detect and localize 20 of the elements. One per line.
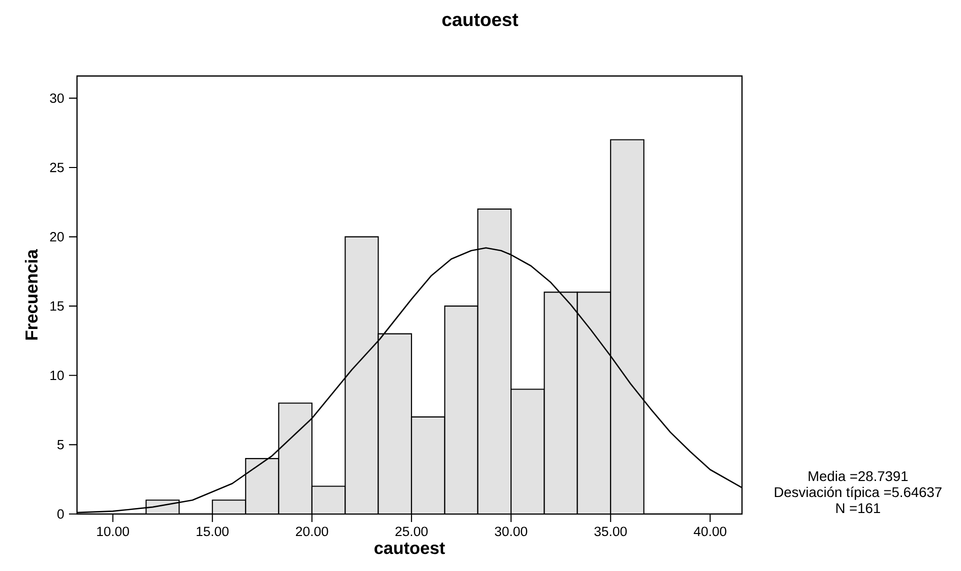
x-axis-title: cautoest — [374, 542, 445, 554]
y-tick-label: 15 — [50, 301, 64, 311]
x-tick-label: 25.00 — [395, 526, 428, 536]
x-tick-label: 20.00 — [296, 526, 328, 536]
x-tick-label: 35.00 — [594, 526, 627, 536]
y-tick-label: 5 — [57, 440, 64, 450]
x-tick-label: 10.00 — [97, 526, 130, 536]
y-tick-label: 25 — [50, 162, 64, 172]
chart-title: cautoest — [442, 14, 518, 26]
y-tick-label: 20 — [50, 232, 64, 242]
text: Media =28.7391 — [808, 470, 908, 482]
y-tick-label: 0 — [57, 509, 64, 519]
x-tick-label: 15.00 — [196, 526, 229, 536]
text: N =161 — [836, 503, 880, 514]
y-tick-label: 10 — [50, 370, 64, 380]
y-tick-label: 30 — [50, 93, 64, 103]
x-tick-label: 40.00 — [694, 526, 726, 536]
text: Desviación típica =5.64637 — [774, 486, 942, 500]
x-tick-label: 30.00 — [494, 526, 528, 536]
y-axis-title: Frecuencia — [24, 249, 38, 340]
